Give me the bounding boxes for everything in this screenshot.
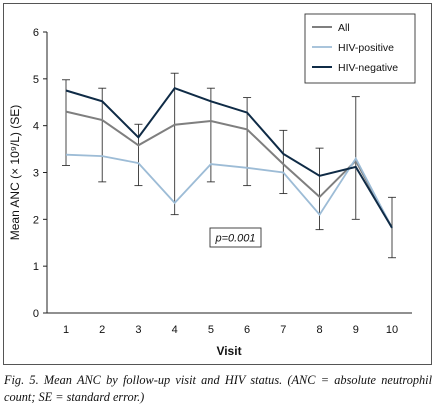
series-line-hiv-positive [65,153,393,229]
x-tick-label-9: 9 [353,324,359,336]
x-tick-label-1: 1 [63,324,69,336]
y-tick-label-4: 4 [33,121,39,133]
legend-label-all: All [338,22,350,34]
axes: 0 1 2 3 4 5 6 1 2 3 4 5 6 7 8 9 10 [33,27,412,336]
y-tick-label-6: 6 [33,27,39,39]
figure-caption: Fig. 5. Mean ANC by follow-up visit and … [4,373,432,404]
x-tick-label-6: 6 [244,324,250,336]
annotation-box: p=0.001 [209,227,262,248]
y-tick-label-0: 0 [33,308,39,320]
y-tick-label-5: 5 [33,74,39,86]
x-tick-label-8: 8 [316,324,322,336]
annotation-frame [209,227,262,248]
x-tick-label-7: 7 [280,324,286,336]
y-tick-label-1: 1 [33,261,39,273]
p-value-annotation: p=0.001 [214,233,255,245]
legend-label-hiv-positive: HIV-positive [338,42,394,54]
legend-frame [304,13,416,84]
x-tick-label-10: 10 [386,324,398,336]
series-lines [65,87,393,229]
x-tick-label-3: 3 [135,324,141,336]
legend: All HIV-positive HIV-negative [304,13,416,84]
y-axis-title: Mean ANC (× 10⁹/L) (SE) [8,105,22,241]
chart: 0 1 2 3 4 5 6 1 2 3 4 5 6 7 8 9 10 p=0.001 All HIV-positi… [8,13,416,358]
x-tick-label-4: 4 [172,324,178,336]
x-tick-label-2: 2 [99,324,105,336]
y-tick-label-2: 2 [33,214,39,226]
legend-label-hiv-negative: HIV-negative [338,62,398,74]
x-tick-label-5: 5 [208,324,214,336]
series-line-all [65,110,393,229]
series-line-hiv-negative [65,87,393,229]
y-tick-label-3: 3 [33,168,39,180]
x-axis-title: Visit [216,344,241,358]
